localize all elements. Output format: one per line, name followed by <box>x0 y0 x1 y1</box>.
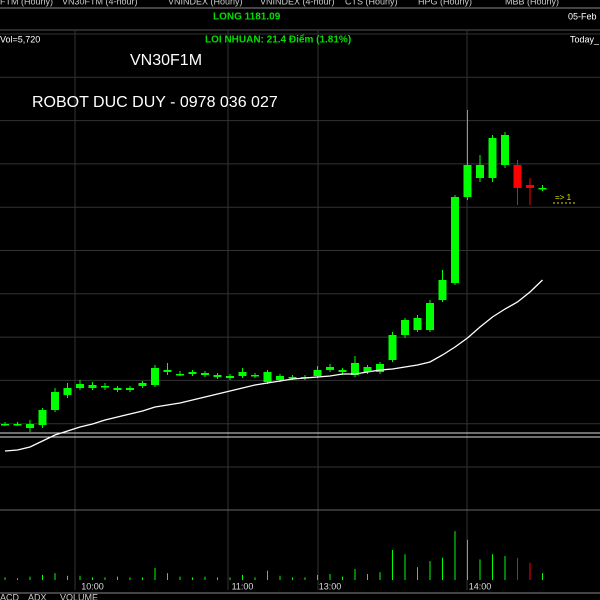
bottom-tab[interactable]: ADX <box>28 592 47 600</box>
chart-subtitle: ROBOT DUC DUY - 0978 036 027 <box>32 94 278 111</box>
candle-body <box>101 386 109 388</box>
candle-body <box>251 375 259 377</box>
moving-average <box>4 279 543 452</box>
candle-body <box>76 384 84 388</box>
candle-body <box>13 424 22 426</box>
candle-body <box>451 197 459 283</box>
bottom-tab[interactable]: VOLUME <box>60 592 98 600</box>
candle-body <box>226 376 234 378</box>
candle-body <box>501 135 509 165</box>
candle-body <box>526 185 534 188</box>
candle-body <box>338 370 347 372</box>
candle-body <box>488 138 497 178</box>
candle-body <box>263 372 272 382</box>
candle-body <box>388 335 397 360</box>
date: 05-Feb <box>568 11 597 21</box>
candle-body <box>1 424 9 426</box>
candle-body <box>51 392 59 410</box>
volume-text: Vol=5,720 <box>0 34 40 44</box>
candle-body <box>276 376 284 380</box>
today: Today_ <box>570 34 600 44</box>
candle-body <box>376 364 384 372</box>
candle-body <box>88 385 97 388</box>
tab[interactable]: FTM (Hourly) <box>0 0 53 6</box>
x-tick-label: 14:00 <box>469 581 492 591</box>
profit: LOI NHUAN: 21.4 Điểm (1.81%) <box>205 34 351 46</box>
tab[interactable]: VNINDEX (4-hour) <box>260 0 335 6</box>
candle-body <box>426 303 434 330</box>
chart-title: VN30F1M <box>130 52 202 69</box>
candle-body <box>38 410 47 425</box>
candle-body <box>238 372 247 376</box>
candle-body <box>313 370 322 376</box>
x-tick-label: 11:00 <box>232 581 254 591</box>
candle-body <box>201 373 209 375</box>
candle-body <box>288 377 297 379</box>
tab[interactable]: MBB (Hourly) <box>505 0 559 6</box>
tab[interactable]: HPG (Hourly) <box>418 0 472 6</box>
candle-body <box>213 375 222 377</box>
candle-body <box>126 388 134 390</box>
candle-body <box>476 165 484 178</box>
candle-body <box>176 374 184 376</box>
candle-body <box>163 370 172 372</box>
candle-body <box>351 363 359 375</box>
candle-body <box>113 388 122 390</box>
x-tick-label: 13:00 <box>319 581 342 591</box>
candle-body <box>401 320 409 335</box>
candle-body <box>63 388 72 395</box>
tab[interactable]: CTS (Hourly) <box>345 0 398 6</box>
candle-body <box>463 165 472 197</box>
candle-body <box>326 367 334 370</box>
candle-body <box>188 372 197 374</box>
bottom-tab[interactable]: ACD <box>0 592 20 600</box>
candle-body <box>413 318 422 330</box>
candle-body <box>538 188 547 190</box>
candle-body <box>26 424 34 428</box>
candle-body <box>438 280 447 300</box>
candle-body <box>363 367 372 372</box>
tab[interactable]: VNINDEX (Hourly) <box>168 0 243 6</box>
candle-body <box>513 165 522 188</box>
position: LONG 1181.09 <box>213 12 281 23</box>
price-marker: => 1 <box>555 193 572 202</box>
tab[interactable]: VN30FTM (4-hour) <box>62 0 138 6</box>
candle-body <box>151 368 159 385</box>
candle-body <box>138 383 147 386</box>
x-tick-label: 10:00 <box>81 581 104 591</box>
